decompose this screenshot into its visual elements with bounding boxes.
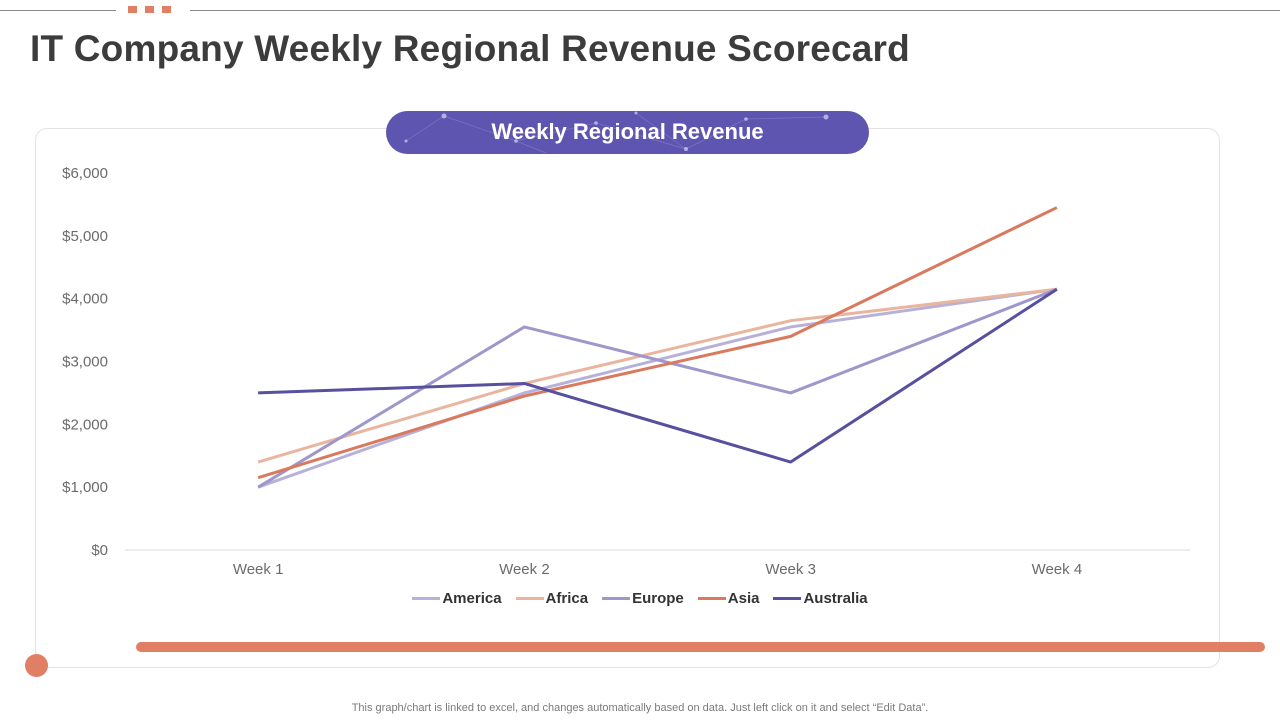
y-tick-label: $6,000 (62, 165, 108, 182)
x-axis: Week 1 Week 2 Week 3 Week 4 (233, 561, 1082, 578)
legend-swatch (515, 597, 544, 600)
legend-swatch (773, 597, 802, 600)
legend-label: Europe (632, 590, 684, 607)
accent-bar (136, 642, 1265, 652)
legend-label: America (442, 590, 502, 607)
y-axis: $0 $1,000 $2,000 $3,000 $4,000 $5,000 $6,000 (62, 165, 108, 559)
chart-title-pill: Weekly Regional Revenue (386, 111, 869, 154)
legend-label: Asia (727, 590, 760, 607)
y-tick-label: $2,000 (62, 416, 108, 433)
y-tick-label: $3,000 (62, 354, 108, 371)
series-line-europe[interactable] (257, 287, 1058, 489)
header-rule-right (190, 10, 1280, 11)
legend-swatch (602, 597, 631, 600)
legend-label: Australia (803, 590, 868, 607)
legend-item-australia[interactable]: Australia (773, 590, 868, 607)
network-decoration-icon (404, 111, 829, 154)
legend-swatch (697, 597, 726, 600)
legend-item-europe[interactable]: Europe (602, 590, 684, 607)
series-line-africa[interactable] (257, 287, 1058, 464)
header-rule-left (0, 10, 116, 11)
y-tick-label: $1,000 (62, 479, 108, 496)
legend-item-america[interactable]: America (412, 590, 502, 607)
x-tick-label: Week 1 (233, 561, 284, 578)
legend-swatch (412, 597, 441, 600)
x-tick-label: Week 2 (499, 561, 550, 578)
legend-item-africa[interactable]: Africa (515, 590, 589, 607)
x-tick-label: Week 3 (765, 561, 816, 578)
y-tick-label: $5,000 (62, 228, 108, 245)
chart-title: Weekly Regional Revenue (491, 118, 764, 144)
accent-dot (25, 654, 48, 677)
legend-label: Africa (545, 590, 589, 607)
chart-legend: America Africa Europe Asia Australia (0, 590, 1280, 607)
x-tick-label: Week 4 (1032, 561, 1083, 578)
series-line-asia[interactable] (257, 206, 1058, 480)
y-tick-label: $0 (91, 542, 108, 559)
series-lines (257, 206, 1058, 489)
header-dots (128, 6, 171, 13)
page-title: IT Company Weekly Regional Revenue Score… (30, 28, 910, 69)
y-tick-label: $4,000 (62, 291, 108, 308)
footnote: This graph/chart is linked to excel, and… (351, 702, 929, 714)
series-line-australia[interactable] (258, 287, 1058, 464)
legend-item-asia[interactable]: Asia (697, 590, 760, 607)
